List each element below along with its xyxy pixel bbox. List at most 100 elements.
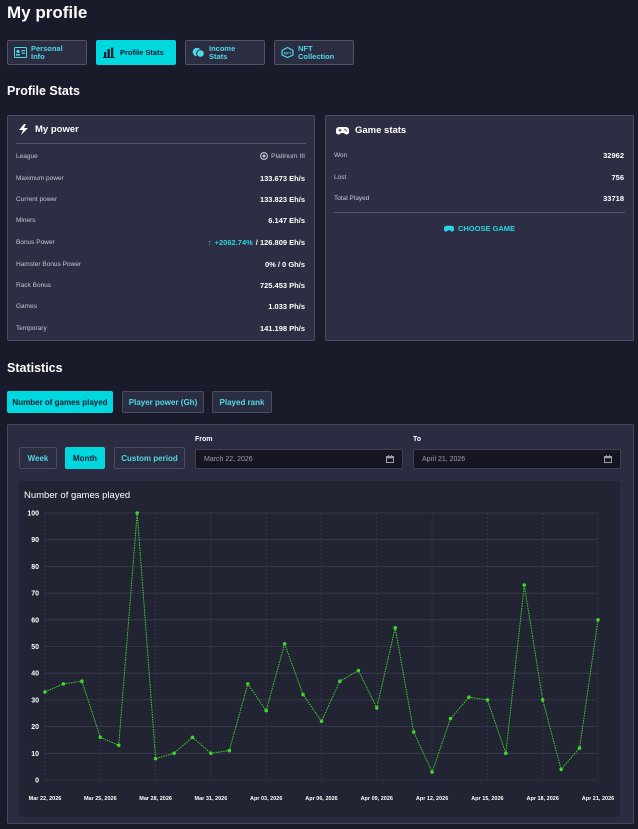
choose-game-label: CHOOSE GAME — [457, 224, 516, 233]
period-custom-button[interactable]: Custom period — [114, 447, 185, 469]
chart-title: Number of games played — [24, 490, 131, 501]
tab-income-stats[interactable]: Income Stats — [185, 40, 265, 65]
y-tick-label: 100 — [27, 511, 39, 518]
league-badge-icon — [260, 152, 268, 160]
y-tick-label: 80 — [31, 564, 39, 571]
tab-profile-stats[interactable]: Profile Stats — [96, 40, 176, 65]
data-point — [375, 706, 379, 710]
x-tick-label: Apr 18, 2026 — [526, 796, 558, 802]
bonus-power-row: Bonus Power ↑ +2062.74% / 126.809 Eh/s — [16, 236, 305, 248]
rack-value: 725.453 Ph/s — [259, 280, 305, 290]
tab-played-rank[interactable]: Played rank — [212, 391, 272, 413]
x-tick-label: Apr 03, 2026 — [250, 796, 282, 802]
game-stats-header: Game stats — [334, 116, 625, 144]
max-power-row: Maximum power 133.673 Eh/s — [16, 172, 305, 184]
up-arrow-icon: ↑ — [207, 237, 212, 247]
data-point — [356, 668, 361, 673]
period-month-button[interactable]: Month — [65, 447, 105, 469]
id-card-icon — [14, 47, 27, 58]
lost-label: Lost — [334, 173, 347, 181]
total-value: 33718 — [603, 193, 624, 203]
data-point — [485, 698, 490, 702]
to-label: To — [413, 436, 422, 443]
current-power-row: Current power 133.823 Eh/s — [16, 193, 305, 205]
calendar-icon — [604, 455, 612, 463]
league-label: League — [16, 152, 38, 160]
data-point — [282, 642, 287, 646]
game-stats-card: Game stats Won 32962 Lost 756 Total Play… — [325, 115, 634, 341]
x-tick-label: Apr 09, 2026 — [361, 796, 393, 802]
tab-player-power[interactable]: Player power (Gh) — [122, 391, 204, 413]
hamster-value: 0% / 0 Gh/s — [264, 259, 305, 269]
y-tick-label: 20 — [31, 724, 39, 731]
temporary-value: 141.198 Ph/s — [259, 323, 305, 333]
data-point — [448, 716, 453, 721]
hamster-row: Hamster Bonus Power 0% / 0 Gh/s — [16, 258, 305, 270]
data-point — [393, 626, 398, 630]
current-power-value: 133.823 Eh/s — [259, 194, 305, 204]
y-tick-label: 0 — [35, 778, 39, 785]
bonus-power-value: / 126.809 Eh/s — [255, 237, 305, 247]
games-label: Games — [16, 302, 37, 310]
lost-value: 756 — [611, 172, 624, 182]
chart-container — [19, 481, 620, 817]
data-point — [153, 756, 158, 761]
my-power-title: My power — [35, 124, 79, 135]
tab-label: Personal Info — [31, 43, 63, 61]
league-row: League Platinum III — [16, 150, 305, 162]
data-point — [116, 743, 121, 748]
profile-tabs: Personal Info Profile Stats Income Stats… — [7, 40, 354, 65]
data-point — [577, 746, 582, 750]
won-label: Won — [334, 151, 348, 159]
profile-stats-heading: Profile Stats — [7, 84, 80, 98]
lost-row: Lost 756 — [334, 171, 624, 183]
data-point — [135, 511, 139, 515]
temporary-row: Temporary 141.198 Ph/s — [16, 322, 305, 334]
svg-text:NFT: NFT — [284, 50, 292, 55]
data-point — [43, 690, 47, 694]
data-point — [559, 767, 563, 772]
data-point — [430, 770, 434, 774]
x-tick-label: Mar 25, 2026 — [84, 796, 117, 802]
data-point — [264, 708, 269, 713]
to-date-input[interactable]: April 21, 2026 — [413, 449, 621, 469]
tab-personal-info[interactable]: Personal Info — [7, 40, 87, 65]
bar-chart-icon — [103, 47, 115, 58]
data-point — [209, 751, 213, 756]
league-value: Platinum III — [271, 152, 305, 160]
data-point — [540, 698, 545, 702]
data-point — [301, 692, 305, 697]
y-tick-label: 30 — [31, 697, 39, 704]
rack-row: Rack Bonus 725.453 Ph/s — [16, 279, 305, 291]
tab-nft-collection[interactable]: NFT NFT Collection — [274, 40, 354, 65]
data-point — [245, 682, 250, 686]
data-point — [522, 583, 527, 587]
choose-game-button[interactable]: CHOOSE GAME — [443, 224, 516, 233]
games-value: 1.033 Ph/s — [268, 301, 305, 311]
calendar-icon — [386, 455, 394, 463]
miners-label: Miners — [16, 216, 36, 224]
x-tick-label: Apr 06, 2026 — [305, 796, 337, 802]
data-point — [338, 679, 342, 684]
period-week-button[interactable]: Week — [19, 447, 57, 469]
gamepad-icon — [443, 225, 454, 232]
y-tick-label: 40 — [31, 671, 39, 678]
from-date-input[interactable]: March 22, 2026 — [195, 449, 403, 469]
temporary-label: Temporary — [16, 324, 47, 332]
miners-row: Miners 6.147 Eh/s — [16, 214, 305, 226]
tab-games-played[interactable]: Number of games played — [7, 391, 113, 413]
x-tick-label: Mar 28, 2026 — [139, 796, 172, 802]
data-point — [596, 618, 600, 622]
max-power-value: 133.673 Eh/s — [259, 173, 305, 183]
miners-value: 6.147 Eh/s — [268, 215, 305, 225]
won-row: Won 32962 — [334, 149, 624, 161]
from-label: From — [195, 436, 213, 443]
hamster-label: Hamster Bonus Power — [16, 260, 82, 268]
data-point — [80, 679, 84, 684]
total-label: Total Played — [334, 194, 370, 202]
x-tick-label: Mar 22, 2026 — [29, 796, 62, 802]
x-tick-label: Mar 31, 2026 — [195, 796, 228, 802]
game-stats-title: Game stats — [355, 124, 407, 136]
y-tick-label: 90 — [31, 537, 39, 544]
